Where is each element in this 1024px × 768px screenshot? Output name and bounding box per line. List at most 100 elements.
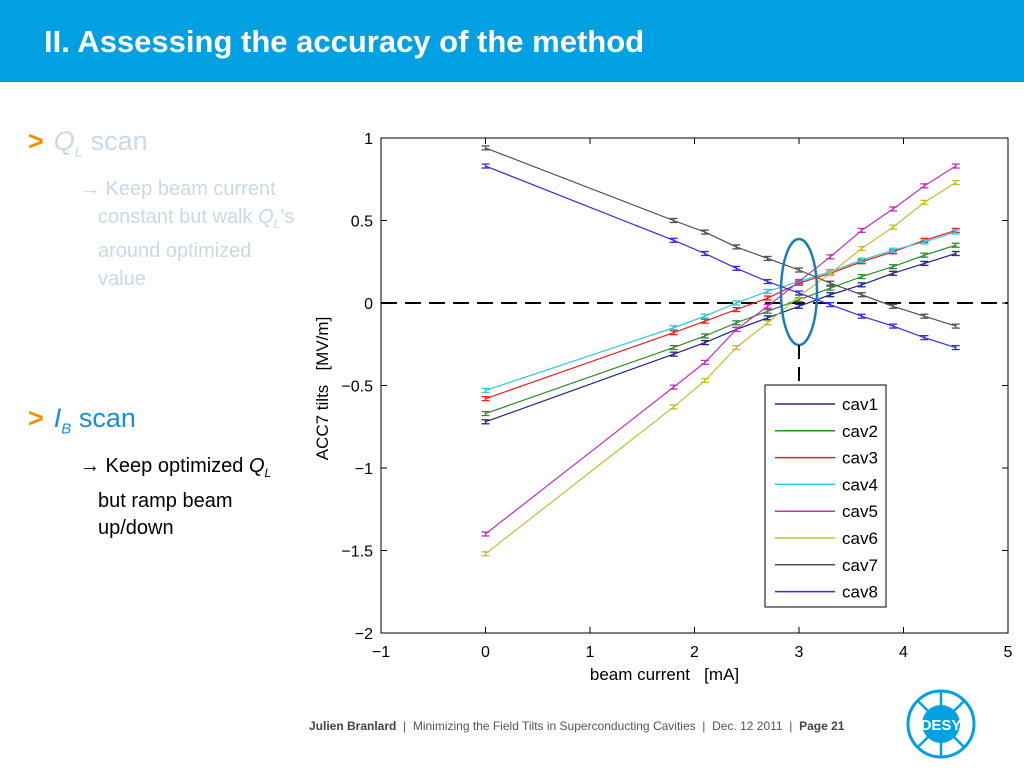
plot-frame: [380, 137, 1009, 634]
error-bar: [857, 245, 866, 252]
logo: DESY: [906, 689, 976, 759]
error-bar: [857, 282, 866, 288]
y-tick-label: 1: [364, 131, 373, 148]
x-tick-label: −1: [372, 644, 390, 661]
error-bar: [700, 359, 709, 366]
y-tick-label: −0.5: [341, 379, 373, 396]
error-bar: [669, 217, 678, 224]
legend-label: cav1: [842, 395, 878, 414]
error-bar: [481, 419, 490, 425]
error-bar: [732, 326, 741, 333]
error-bar: [857, 227, 866, 234]
text: constant but walk: [98, 205, 259, 228]
error-bar: [826, 280, 835, 286]
error-bar: [669, 325, 678, 331]
error-bar: [920, 199, 929, 205]
logo-core: [922, 705, 960, 743]
error-bar: [669, 404, 678, 410]
error-bar: [732, 306, 741, 313]
error-bar: [732, 265, 741, 271]
sub-bullet: → Keep beam current constant but walk QL…: [80, 176, 294, 293]
sub-bullet: → Keep optimized QL but ramp beam up/dow…: [80, 453, 271, 543]
error-bar: [889, 206, 898, 212]
error-bar: [889, 264, 898, 270]
error-bar: [481, 551, 490, 557]
subscript: L: [264, 466, 272, 480]
text: but ramp beam: [98, 489, 233, 512]
separator: |: [403, 719, 407, 733]
x-tick-label: 3: [795, 644, 804, 661]
bullet: > IB scan: [28, 403, 136, 437]
text: ’s: [280, 205, 295, 228]
header-bar: II. Assessing the accuracy of the method: [0, 0, 1024, 82]
x-tick-label: 4: [899, 644, 908, 661]
footer: Julien Branlard | Minimizing the Field T…: [309, 719, 844, 733]
error-bar: [951, 229, 960, 235]
error-bar: [669, 330, 678, 336]
text: → Keep optimized: [80, 455, 249, 477]
error-bar: [889, 323, 898, 329]
error-bar: [795, 267, 803, 273]
error-bar: [889, 224, 898, 230]
error-bar: [732, 320, 741, 326]
y-tick-label: −2: [355, 626, 373, 643]
x-tick-label: 5: [1004, 644, 1013, 661]
error-bar: [669, 384, 678, 390]
legend-label: cav3: [842, 449, 878, 468]
bullet: > QL scan: [28, 126, 148, 160]
y-axis-label: ACC7 tilts [MV/m]: [313, 317, 332, 461]
bullet-label: scan: [71, 403, 136, 433]
error-bar: [481, 410, 490, 417]
symbol: Q: [248, 455, 265, 477]
error-bar: [700, 318, 709, 324]
error-bar: [826, 302, 835, 308]
error-bar: [951, 344, 960, 351]
error-bar: [826, 270, 835, 276]
error-bar: [481, 396, 490, 402]
error-bar: [857, 313, 866, 319]
legend-label: cav2: [842, 422, 878, 441]
separator: |: [789, 719, 793, 733]
legend: cav1 cav2 cav3 cav4 cav5 cav6 cav7 cav8: [764, 384, 887, 608]
date: Dec. 12 2011: [712, 719, 783, 733]
error-bar: [857, 273, 866, 280]
error-bar: [857, 257, 866, 263]
y-tick-label: 0.5: [351, 214, 373, 231]
error-bar: [481, 531, 490, 537]
legend-label: cav6: [842, 529, 878, 548]
bullet-marker: >: [28, 126, 44, 156]
symbol: Q: [53, 126, 75, 156]
text: value: [98, 267, 146, 290]
error-bar: [920, 335, 929, 341]
error-bar: [732, 344, 741, 351]
bullet-marker: >: [28, 403, 44, 433]
error-bar: [795, 278, 803, 285]
page-number: Page 21: [799, 719, 845, 733]
subscript: L: [74, 143, 84, 161]
error-bar: [951, 242, 960, 248]
error-bar: [481, 145, 490, 151]
x-axis-label: beam current [mA]: [590, 665, 739, 684]
subscript: B: [61, 420, 72, 438]
error-bar: [700, 229, 709, 235]
y-tick-label: 0: [364, 296, 373, 313]
y-tick-label: −1: [355, 461, 373, 478]
error-bar: [763, 288, 772, 295]
slide-title: II. Assessing the accuracy of the method: [44, 24, 645, 59]
error-bar: [889, 303, 898, 309]
error-bar: [763, 255, 772, 262]
legend-label: cav7: [842, 556, 878, 575]
error-bar: [700, 313, 709, 319]
error-bar: [920, 183, 929, 189]
error-bar: [481, 387, 490, 394]
chart: −2 −1.5 −1 −0.5 0 0.5 1 −1 0 1 2 3 4 5 beam current [m…: [313, 131, 1013, 684]
error-bar: [700, 250, 709, 257]
error-bar: [481, 163, 490, 169]
error-bar: [732, 244, 741, 250]
talk-title: Minimizing the Field Tilts in Supercondu…: [412, 719, 696, 733]
error-bar: [889, 247, 898, 253]
error-bar: [763, 308, 772, 314]
error-bar: [763, 278, 772, 285]
error-bar: [889, 270, 898, 276]
